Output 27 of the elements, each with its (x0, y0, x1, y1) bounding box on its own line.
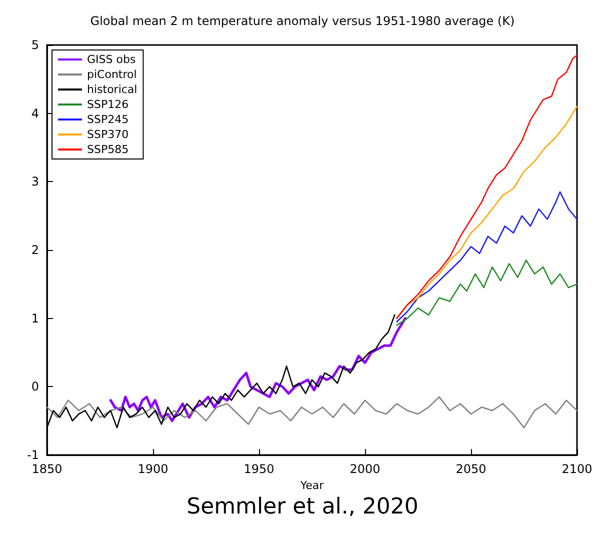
legend-label: SSP585 (87, 143, 129, 156)
y-tick-label: 1 (31, 311, 39, 326)
x-tick-label: 1950 (244, 462, 274, 476)
y-tick-label: 0 (31, 380, 39, 394)
legend-label: SSP370 (87, 128, 129, 141)
line-series (396, 191, 578, 322)
legend-label: GISS obs (87, 53, 136, 66)
legend-label: SSP245 (87, 113, 129, 126)
y-tick-label: 3 (31, 174, 39, 189)
y-tick-label: 5 (31, 38, 39, 52)
x-tick-label: 2000 (350, 462, 380, 476)
y-tick-label: 4 (31, 106, 39, 120)
x-tick-label: 1850 (32, 462, 62, 476)
line-series (396, 54, 578, 319)
x-axis-title: Year (299, 478, 324, 492)
text: Semmler et al., 2020 (186, 494, 418, 520)
y-tick-label: -1 (27, 448, 39, 462)
x-tick-label: 2100 (562, 462, 592, 476)
y-tick-label: 2 (31, 243, 39, 257)
legend-label: SSP126 (87, 98, 129, 111)
x-tick-label: 1900 (138, 462, 168, 476)
legend-label: historical (87, 83, 138, 96)
line-series (46, 396, 578, 428)
line-series (396, 260, 578, 326)
x-tick-label: 2050 (456, 462, 486, 476)
chart-title: Global mean 2 m temperature anomaly versus 1951-1980 average (K) (90, 14, 515, 28)
legend-label: piControl (87, 68, 137, 81)
